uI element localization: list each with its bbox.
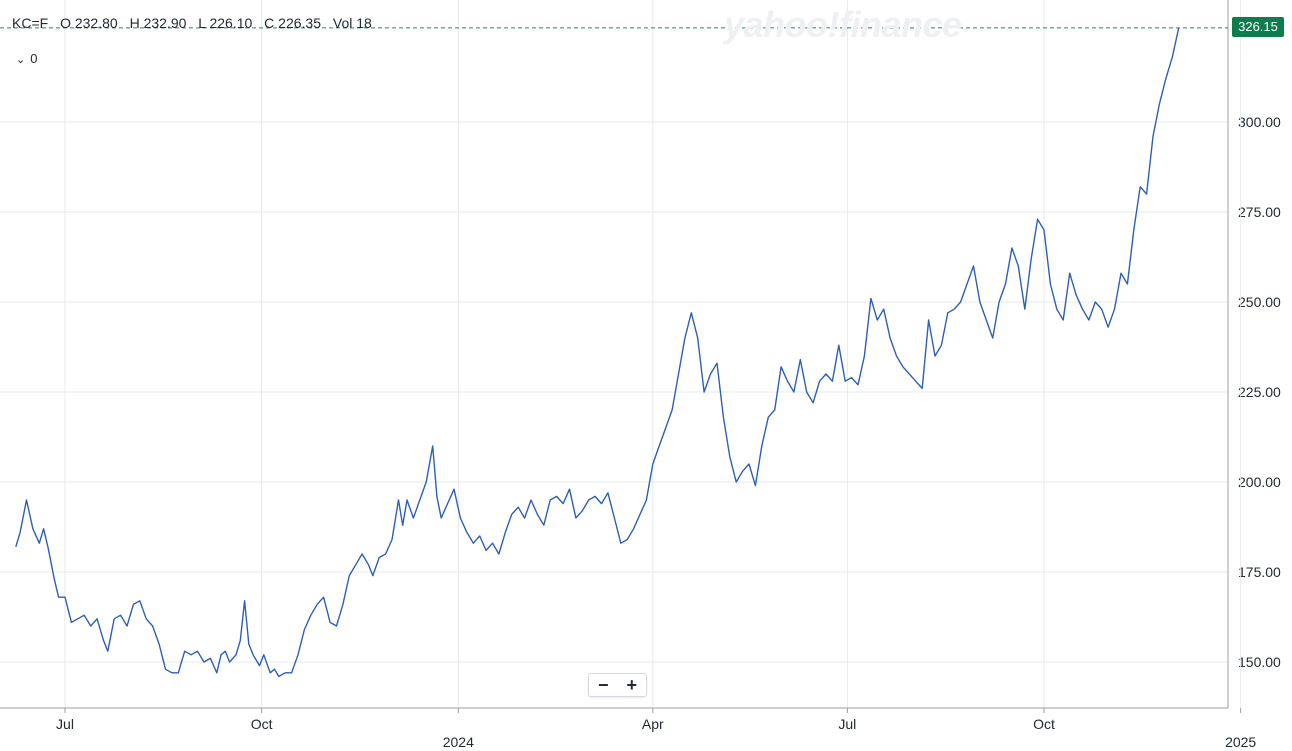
legend-symbol: KC=F (12, 15, 49, 31)
legend-close: C 226.35 (264, 15, 321, 31)
x-tick-label: Jul (838, 716, 856, 732)
x-tick-label: Oct (1033, 716, 1055, 732)
y-tick-label: 250.00 (1238, 294, 1281, 310)
ohlc-legend: KC=F O 232.80 H 232.90 L 226.10 C 226.35… (12, 15, 380, 31)
indicator-count: 0 (30, 51, 38, 66)
legend-volume: Vol 18 (332, 15, 372, 31)
indicator-toggle[interactable]: ⌄ 0 (16, 51, 37, 66)
y-tick-label: 300.00 (1238, 114, 1281, 130)
x-tick-label: Oct (251, 716, 273, 732)
x-tick-label: Apr (642, 716, 664, 732)
y-tick-label: 275.00 (1238, 204, 1281, 220)
y-tick-label: 175.00 (1238, 564, 1281, 580)
price-series-line (15, 27, 1180, 678)
zoom-controls: − + (588, 673, 647, 697)
zoom-in-button[interactable]: + (626, 675, 637, 695)
legend-high: H 232.90 (129, 15, 187, 31)
chevron-down-icon: ⌄ (16, 54, 26, 66)
yahoo-finance-watermark: yahoo!finance (724, 4, 962, 45)
legend-open: O 232.80 (60, 15, 118, 31)
y-tick-label: 225.00 (1238, 384, 1281, 400)
legend-low: L 226.10 (198, 15, 253, 31)
last-price-label: 326.15 (1232, 17, 1284, 37)
y-tick-label: 200.00 (1238, 474, 1281, 490)
x-tick-label: 2025 (1225, 734, 1256, 750)
zoom-out-button[interactable]: − (597, 675, 609, 695)
y-tick-label: 150.00 (1238, 654, 1281, 670)
x-tick-label: 2024 (443, 734, 474, 750)
x-tick-label: Jul (56, 716, 74, 732)
